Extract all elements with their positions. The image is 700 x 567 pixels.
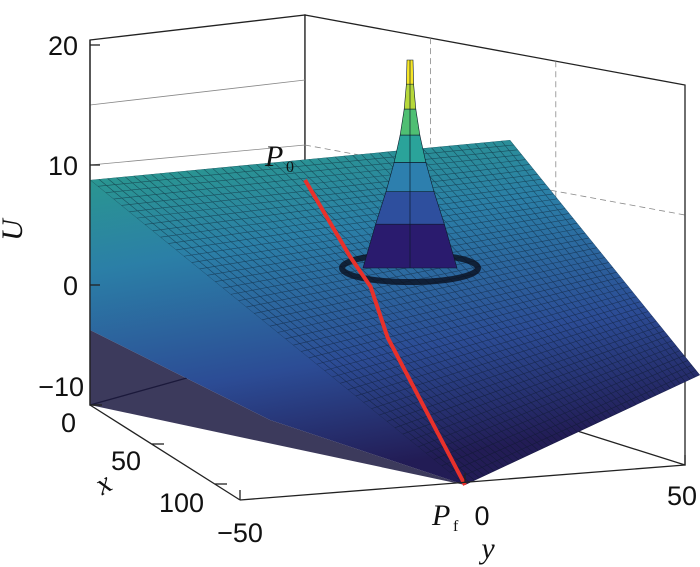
mesh-line bbox=[448, 145, 666, 392]
end-point-letter: P bbox=[431, 499, 450, 532]
z-tick-labels: 20 10 0 −10 bbox=[38, 31, 84, 402]
z-tick-label-20: 20 bbox=[48, 31, 78, 61]
mesh-line bbox=[474, 143, 681, 385]
x-tick-label-0: 0 bbox=[61, 408, 76, 438]
mesh-line bbox=[449, 364, 693, 473]
mesh-line bbox=[457, 369, 697, 479]
potential-surface bbox=[90, 59, 700, 485]
start-point-label: P 0 bbox=[264, 140, 294, 176]
y-tick-label-0: 0 bbox=[474, 501, 489, 531]
y-tick-label-m50: −50 bbox=[217, 518, 263, 548]
start-point-subscript: 0 bbox=[286, 159, 294, 176]
x-tick-label-50: 50 bbox=[111, 446, 141, 476]
z-axis-label: U bbox=[0, 217, 29, 241]
z-tick-label-0: 0 bbox=[63, 271, 78, 301]
mesh-line bbox=[418, 345, 677, 448]
y-tick-labels: −50 0 50 bbox=[217, 481, 697, 548]
surface-fill bbox=[90, 140, 700, 485]
surface-front-skirt bbox=[90, 330, 465, 485]
x-tick-labels: 0 50 100 bbox=[61, 408, 204, 518]
y-axis-label: y bbox=[478, 532, 495, 565]
surface-mesh bbox=[90, 140, 700, 485]
tick-marks bbox=[90, 44, 686, 500]
back-gridline-left bbox=[89, 144, 306, 166]
path-line bbox=[303, 178, 467, 486]
mesh-line bbox=[492, 141, 691, 380]
mesh-line bbox=[466, 143, 676, 387]
mesh-line bbox=[441, 360, 689, 467]
z-tick-label-m10: −10 bbox=[38, 372, 84, 402]
x-tick-label-100: 100 bbox=[159, 488, 204, 518]
end-point-subscript: f bbox=[453, 518, 459, 535]
obstacle-peak bbox=[362, 59, 458, 269]
mesh-line bbox=[410, 340, 673, 441]
start-point-letter: P bbox=[264, 140, 283, 173]
end-point-label: P f bbox=[431, 499, 459, 535]
back-gridline-left bbox=[89, 79, 306, 106]
mesh-line bbox=[402, 335, 669, 435]
mesh-line bbox=[457, 144, 671, 389]
box-edge-front-bottom bbox=[239, 464, 686, 501]
y-tick-label-50: 50 bbox=[667, 481, 697, 511]
z-tick-label-10: 10 bbox=[48, 151, 78, 181]
mesh-line bbox=[483, 142, 686, 383]
mesh-line bbox=[433, 355, 685, 460]
mesh-line bbox=[501, 140, 696, 378]
mesh-line bbox=[425, 350, 681, 454]
